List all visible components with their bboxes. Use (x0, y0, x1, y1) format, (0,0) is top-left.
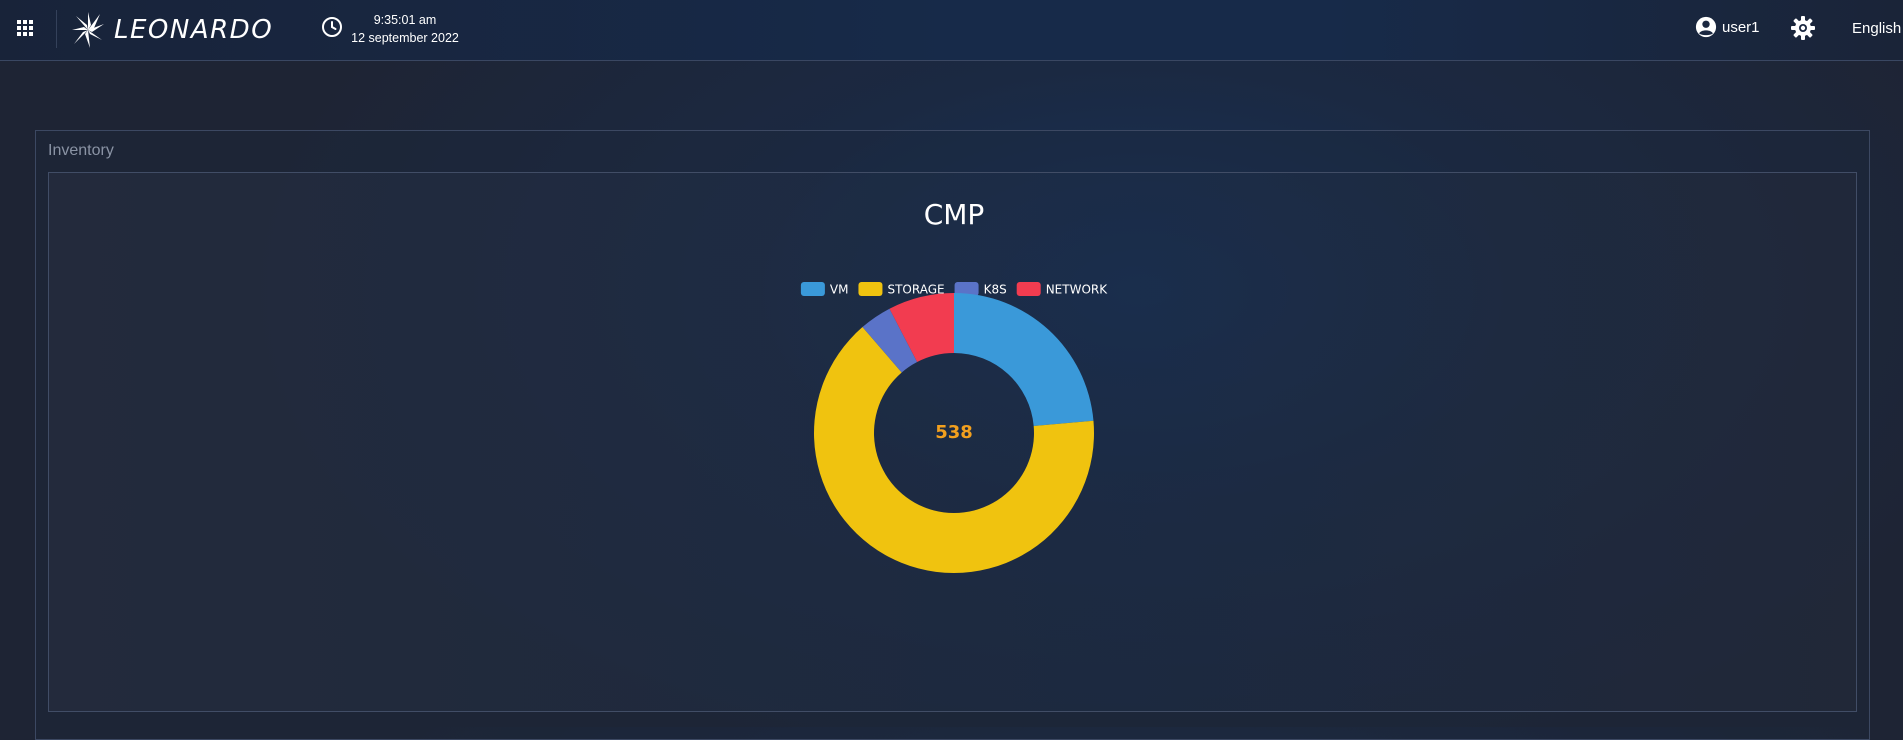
current-date: 12 september 2022 (351, 31, 459, 45)
chart-center-total: 538 (935, 422, 973, 443)
legend-item-k8s[interactable]: K8S (954, 282, 1007, 297)
legend-item-vm[interactable]: VM (800, 282, 849, 297)
logo-swirl-icon (72, 12, 104, 48)
slice-network[interactable] (889, 293, 954, 362)
clock-icon (320, 15, 344, 39)
current-time: 9:35:01 am (373, 13, 437, 27)
legend-item-network[interactable]: NETWORK (1016, 282, 1109, 297)
gear-icon[interactable] (1790, 15, 1816, 41)
datetime: 9:35:01 am 12 september 2022 (350, 11, 460, 47)
apps-grid-icon[interactable] (14, 17, 36, 39)
legend-swatch (858, 282, 883, 296)
chart-slices (814, 293, 1094, 573)
leonardo-logo[interactable]: LEONARDO (70, 8, 273, 52)
legend-label: VM (830, 283, 849, 297)
cmp-chart-card: CMP VM STORAGE K8S NETWORK 538 (48, 172, 1857, 712)
chart-legend: VM STORAGE K8S NETWORK (800, 282, 1109, 297)
slice-k8s[interactable] (862, 308, 918, 373)
legend-swatch (954, 282, 979, 296)
legend-swatch (800, 282, 825, 296)
user-menu[interactable]: user1 (1695, 16, 1760, 38)
logo-text: LEONARDO (114, 15, 274, 45)
legend-label: STORAGE (887, 283, 944, 297)
legend-label: NETWORK (1046, 283, 1109, 297)
header-divider (56, 10, 57, 48)
top-bar: LEONARDO 9:35:01 am 12 september 2022 us… (0, 0, 1903, 61)
chart-title: CMP (924, 198, 985, 231)
panel-title: Inventory (48, 142, 114, 159)
account-circle-icon (1695, 16, 1717, 38)
slice-storage[interactable] (814, 327, 1094, 573)
slice-vm[interactable] (954, 293, 1094, 427)
language-selector[interactable]: English (1852, 20, 1902, 37)
legend-label: K8S (984, 283, 1007, 297)
inventory-panel: Inventory CMP VM STORAGE K8S NETWORK 538 (35, 130, 1870, 740)
legend-item-storage[interactable]: STORAGE (858, 282, 945, 297)
user-label: user1 (1722, 18, 1760, 36)
legend-swatch (1016, 282, 1041, 296)
donut-chart: CMP VM STORAGE K8S NETWORK 538 (800, 198, 1109, 573)
